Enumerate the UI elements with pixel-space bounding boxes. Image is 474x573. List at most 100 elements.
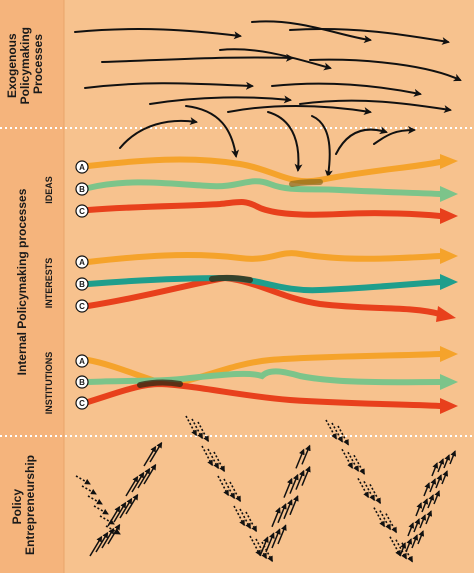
exo-arrow-1	[74, 28, 242, 40]
interests-label: INTERESTS	[44, 258, 54, 309]
entrepreneurship-arrow-23	[255, 538, 268, 560]
entrepreneurship-arrow-65	[421, 498, 429, 513]
svg-text:C: C	[79, 207, 85, 216]
entrepreneurship-arrow-56	[385, 513, 398, 534]
exo-arrow-8	[309, 58, 462, 82]
entrepreneurship-arrow-44	[341, 448, 354, 469]
ideas-line-c	[85, 199, 443, 219]
entrepreneurship-arrow-27	[245, 511, 258, 533]
entrepreneurship-arrow-57	[401, 542, 414, 563]
entrepreneurship-arrow-67	[437, 458, 445, 473]
entrepreneurship-arrow-33	[265, 532, 275, 553]
entrepreneurship-arrow-8	[101, 527, 115, 549]
interests-line-b	[85, 274, 443, 294]
entrepreneurship-arrow-81	[93, 505, 109, 515]
entrepreneurship-arrow-26	[229, 481, 242, 503]
entrepreneurship-arrow-24	[197, 421, 210, 443]
ideas-line-a	[85, 156, 443, 185]
internal-label: Internal Policymaking processes	[15, 188, 29, 375]
entrepreneurship-arrow-11	[107, 523, 121, 545]
exogenous-arrows	[74, 20, 462, 178]
entrepreneurship-arrow-37	[271, 528, 281, 549]
ideas-group	[85, 154, 458, 224]
interests-group	[85, 248, 458, 322]
svg-text:C: C	[79, 302, 85, 311]
entrepreneurship-arrow-10	[137, 467, 151, 489]
institutions-marker-a: A	[75, 354, 89, 368]
exo-arrow-9	[149, 95, 292, 105]
entrepreneurship-arrow-40	[277, 524, 287, 545]
exo-arrow-11	[299, 99, 452, 114]
entrepreneurship-arrow-13	[143, 463, 157, 485]
entrepreneurship-arrow-21	[223, 478, 236, 500]
entrepreneurship-label-line1: Policy	[10, 489, 24, 525]
exogenous-label-line1: Exogenous	[5, 33, 19, 98]
entrepreneurship-arrow-52	[395, 539, 408, 560]
svg-text:A: A	[79, 258, 85, 267]
exogenous-label-line2: Policymaking	[18, 27, 32, 104]
entrepreneurship-arrow-4	[95, 531, 109, 553]
entrepreneurship-arrow-38	[283, 499, 293, 520]
entrepreneurship-arrow-5	[113, 501, 127, 523]
interests-arrowhead-b	[440, 274, 458, 290]
entrepreneurship-arrow-22	[239, 508, 252, 530]
svg-text:C: C	[79, 399, 85, 408]
ideas-overlap	[289, 179, 323, 187]
institutions-line-c	[85, 380, 443, 409]
entrepreneurship-arrow-78	[75, 475, 91, 485]
institutions-marker-c: C	[75, 396, 89, 410]
entrepreneurship-arrow-63	[405, 538, 413, 553]
entrepreneurship-arrow-45	[357, 478, 370, 499]
entrepreneurship-arrow-42	[301, 465, 311, 486]
entrepreneurship-arrows	[75, 415, 457, 563]
entrepreneurship-arrow-76	[441, 470, 449, 485]
ideas-arrowhead-b	[440, 186, 458, 202]
institutions-arrowhead-c	[440, 398, 458, 414]
exo-arrow-5	[219, 48, 332, 71]
entrepreneurship-arrow-30	[271, 507, 281, 528]
institutions-line-a	[85, 351, 443, 388]
ideas-marker-c: C	[75, 204, 89, 218]
interests-marker-a: A	[75, 255, 89, 269]
entrepreneurship-arrow-72	[443, 454, 451, 469]
institutions-group	[85, 346, 458, 414]
exo-arrow-15	[311, 115, 333, 178]
entrepreneurship-arrow-28	[261, 541, 274, 563]
entrepreneurship-arrow-79	[81, 485, 97, 495]
entrepreneurship-arrow-82	[99, 515, 115, 525]
entrepreneurship-arrow-43	[325, 419, 338, 440]
entrepreneurship-arrow-14	[185, 415, 198, 437]
entrepreneurship-arrow-18	[249, 535, 262, 557]
entrepreneurship-arrow-17	[233, 505, 246, 527]
entrepreneurship-arrow-29	[259, 536, 269, 557]
entrepreneurship-arrow-7	[149, 441, 163, 463]
entrepreneurship-arrow-2	[125, 475, 139, 497]
entrepreneurship-arrow-15	[201, 445, 214, 467]
entrepreneurship-arrow-62	[431, 462, 439, 477]
entrepreneurship-arrow-0	[89, 535, 103, 557]
entrepreneurship-arrow-9	[119, 497, 133, 519]
entrepreneurship-arrow-75	[433, 490, 441, 505]
entrepreneurship-arrow-35	[289, 473, 299, 494]
entrepreneurship-arrow-69	[419, 514, 427, 529]
entrepreneurship-arrow-31	[283, 477, 293, 498]
entrepreneurship-arrow-58	[399, 542, 407, 557]
entrepreneurship-arrow-47	[389, 536, 402, 557]
entrepreneurship-arrow-64	[413, 518, 421, 533]
svg-text:B: B	[79, 378, 85, 387]
exo-arrow-4	[101, 53, 294, 63]
exo-arrow-13	[185, 105, 240, 158]
label-column	[0, 0, 64, 573]
entrepreneurship-arrow-25	[213, 451, 226, 473]
entrepreneurship-arrow-46	[373, 507, 386, 528]
exo-arrow-17	[373, 126, 416, 145]
svg-text:B: B	[79, 185, 85, 194]
entrepreneurship-arrow-53	[337, 425, 350, 446]
exogenous-label: Exogenous Policymaking Processes	[5, 24, 45, 105]
institutions-marker-b: B	[75, 375, 89, 389]
svg-text:B: B	[79, 280, 85, 289]
entrepreneurship-arrow-20	[207, 448, 220, 470]
entrepreneurship-arrow-66	[429, 478, 437, 493]
entrepreneurship-arrow-6	[131, 471, 145, 493]
